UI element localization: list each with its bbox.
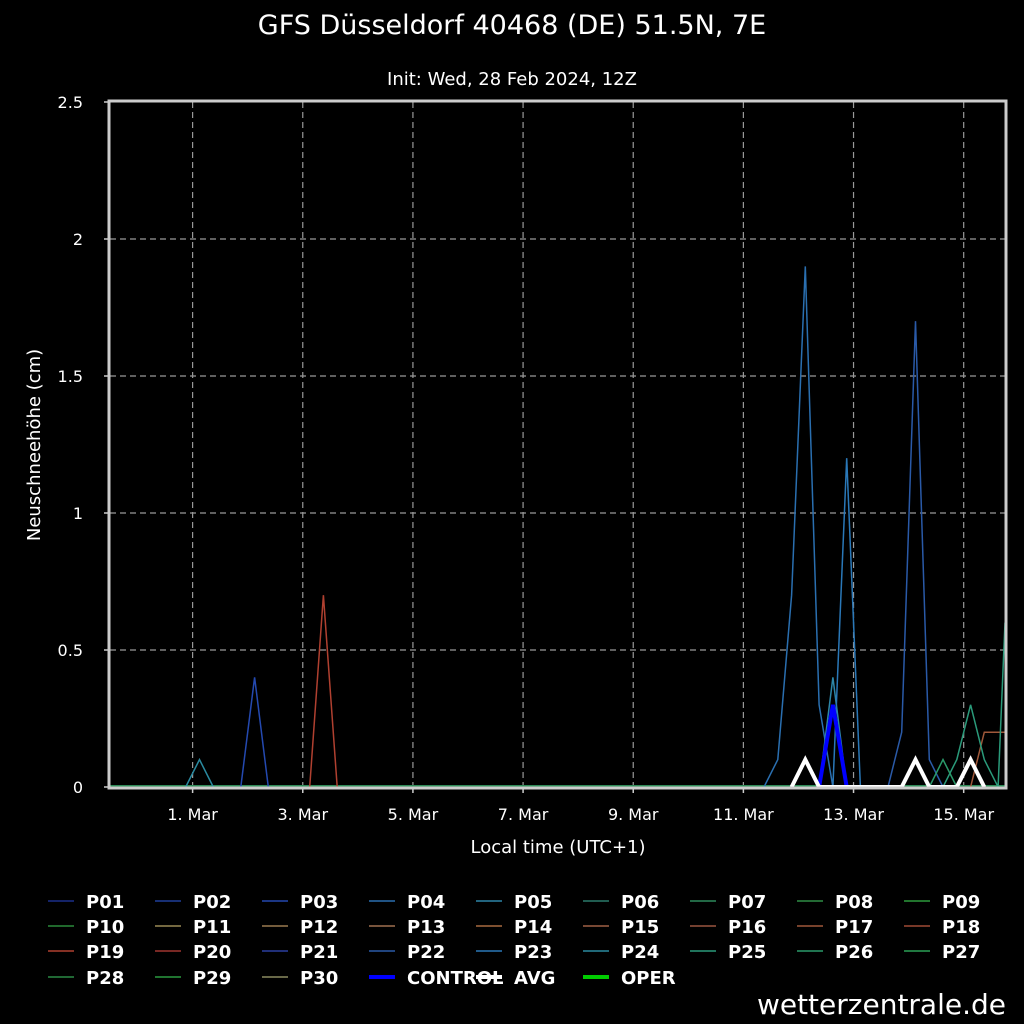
legend-label: P28 — [86, 968, 124, 989]
chart-subtitle: Init: Wed, 28 Feb 2024, 12Z — [387, 69, 637, 90]
x-tick-label: 15. Mar — [933, 805, 994, 824]
legend-label: P23 — [514, 942, 552, 963]
legend-label: P08 — [835, 892, 873, 913]
legend-label: P02 — [193, 892, 231, 913]
x-tick-label: 3. Mar — [277, 805, 328, 824]
y-tick-label: 2 — [73, 230, 83, 249]
x-tick-label: 7. Mar — [498, 805, 549, 824]
legend-label: P12 — [300, 917, 338, 938]
series-line-p03 — [240, 677, 270, 788]
y-tick-label: 2.5 — [58, 93, 83, 112]
series-line-p22 — [887, 321, 944, 788]
legend: P01 P02 P03 P04 P05 P06 P07 P08 P09 P10 P11 P12 P13 P… — [48, 892, 980, 989]
series-line-control — [817, 704, 849, 788]
y-tick-label: 1 — [73, 504, 83, 523]
legend-label: AVG — [514, 968, 555, 989]
legend-label: P24 — [621, 942, 659, 963]
legend-label: P17 — [835, 917, 873, 938]
legend-label: P18 — [942, 917, 980, 938]
legend-label: P05 — [514, 892, 552, 913]
legend-label: P06 — [621, 892, 659, 913]
x-tick-label: 13. Mar — [823, 805, 884, 824]
legend-label: P11 — [193, 917, 231, 938]
brand-watermark: wetterzentrale.de — [757, 988, 1006, 1021]
legend-label: P25 — [728, 942, 766, 963]
legend-label: P04 — [407, 892, 445, 913]
legend-label: P22 — [407, 942, 445, 963]
x-axis-ticks: 1. Mar 3. Mar 5. Mar 7. Mar 9. Mar 11. Mar 13.… — [167, 787, 994, 824]
legend-label: P20 — [193, 942, 231, 963]
y-tick-label: 1.5 — [58, 367, 83, 386]
x-tick-label: 9. Mar — [608, 805, 659, 824]
legend-label: P13 — [407, 917, 445, 938]
gridlines — [110, 102, 1005, 787]
series-line-p24 — [185, 757, 214, 788]
legend-label: P29 — [193, 968, 231, 989]
legend-label: P30 — [300, 968, 338, 989]
chart-title: GFS Düsseldorf 40468 (DE) 51.5N, 7E — [258, 10, 766, 41]
y-tick-label: 0 — [73, 778, 83, 797]
series-line-p25 — [942, 622, 1006, 790]
series-line-p19 — [308, 595, 338, 788]
legend-label: P07 — [728, 892, 766, 913]
plot-frame — [107, 99, 1008, 790]
series-line-avg — [789, 755, 987, 789]
series-line-p23 — [832, 458, 862, 788]
y-axis-label: Neuschneehöhe (cm) — [24, 349, 45, 541]
legend-label: P10 — [86, 917, 124, 938]
series-line-p04 — [763, 266, 834, 788]
legend-label: P15 — [621, 917, 659, 938]
legend-label: P19 — [86, 942, 124, 963]
legend-label: CONTROL — [407, 968, 504, 989]
legend-label: P14 — [514, 917, 552, 938]
series-line-p26 — [928, 757, 958, 788]
x-tick-label: 5. Mar — [388, 805, 439, 824]
y-axis-ticks: 0 0.5 1 1.5 2 2.5 — [58, 93, 110, 797]
legend-label: OPER — [621, 968, 676, 989]
y-tick-label: 0.5 — [58, 641, 83, 660]
legend-label: P01 — [86, 892, 124, 913]
x-tick-label: 11. Mar — [713, 805, 774, 824]
legend-label: P09 — [942, 892, 980, 913]
x-axis-label: Local time (UTC+1) — [470, 837, 645, 858]
series-lines — [110, 266, 1006, 790]
x-tick-label: 1. Mar — [167, 805, 218, 824]
legend-label: P16 — [728, 917, 766, 938]
legend-label: P27 — [942, 942, 980, 963]
legend-label: P03 — [300, 892, 338, 913]
legend-label: P26 — [835, 942, 873, 963]
legend-label: P21 — [300, 942, 338, 963]
